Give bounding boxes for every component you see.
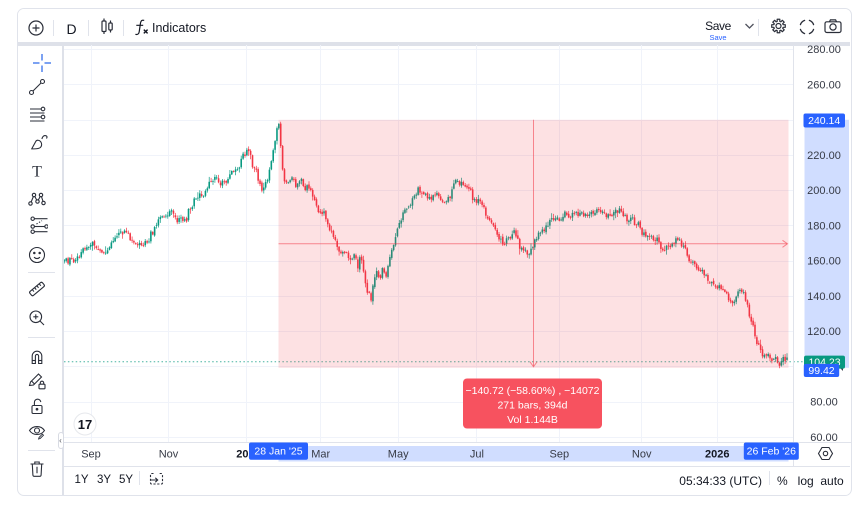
svg-text:140.00: 140.00 xyxy=(807,291,841,303)
svg-text:Jul: Jul xyxy=(470,449,484,461)
svg-text:160.00: 160.00 xyxy=(807,256,841,268)
svg-text:Nov: Nov xyxy=(159,449,179,461)
svg-text:120.00: 120.00 xyxy=(807,326,841,338)
svg-text:Sep: Sep xyxy=(81,449,101,461)
svg-text:Sep: Sep xyxy=(550,449,570,461)
svg-text:220.00: 220.00 xyxy=(807,150,841,162)
svg-text:80.00: 80.00 xyxy=(810,397,838,409)
svg-text:28 Jan '25: 28 Jan '25 xyxy=(254,446,302,458)
svg-text:200.00: 200.00 xyxy=(807,185,841,197)
svg-text:Mar: Mar xyxy=(311,449,330,461)
svg-text:280.00: 280.00 xyxy=(807,45,841,56)
svg-text:271 bars, 394d: 271 bars, 394d xyxy=(497,400,567,412)
svg-text:T: T xyxy=(32,164,42,181)
svg-text:17: 17 xyxy=(78,417,92,432)
svg-text:180.00: 180.00 xyxy=(807,220,841,232)
svg-text:60.00: 60.00 xyxy=(810,432,838,444)
svg-text:May: May xyxy=(388,449,409,461)
svg-text:2026: 2026 xyxy=(705,449,729,461)
svg-text:260.00: 260.00 xyxy=(807,79,841,91)
svg-text:Vol 1.144B: Vol 1.144B xyxy=(507,414,558,426)
svg-text:240.14: 240.14 xyxy=(808,115,840,127)
svg-text:−140.72 (−58.60%) , −14072: −140.72 (−58.60%) , −14072 xyxy=(466,385,600,397)
svg-text:99.42: 99.42 xyxy=(808,365,834,377)
svg-text:Nov: Nov xyxy=(632,449,652,461)
svg-text:26 Feb '26: 26 Feb '26 xyxy=(747,446,796,458)
